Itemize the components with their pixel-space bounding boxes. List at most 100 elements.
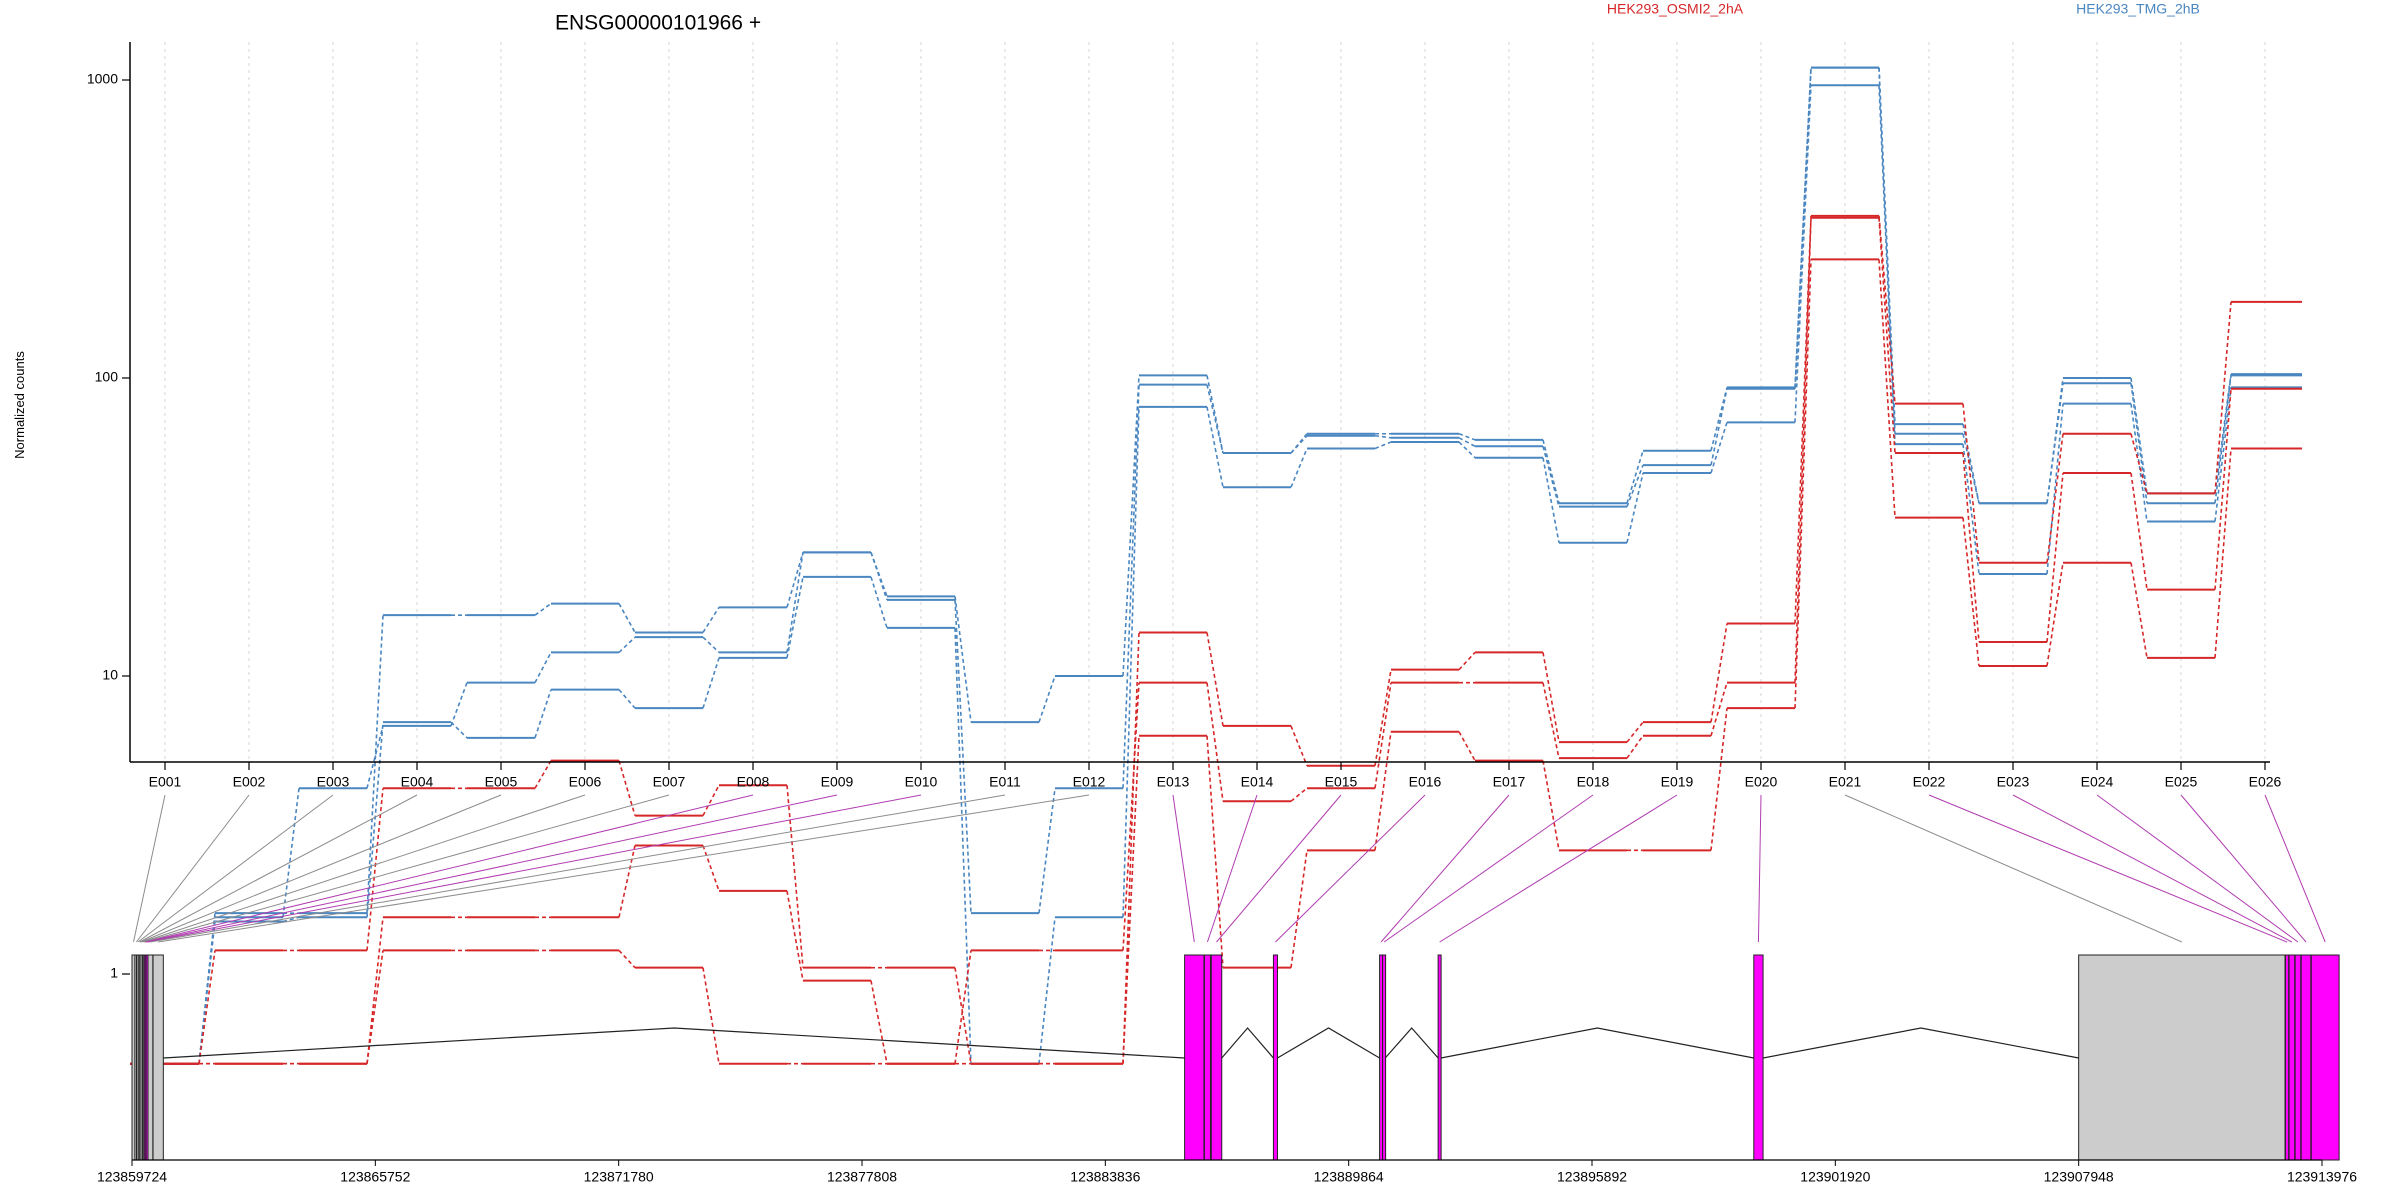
series-connector	[2130, 377, 2148, 494]
series-connector	[1122, 735, 1140, 1064]
exon-box	[1203, 954, 1211, 1161]
series-connector	[1038, 675, 1056, 723]
exon-connector	[143, 794, 670, 943]
series-connector	[618, 689, 636, 709]
exon-connector	[2012, 794, 2293, 943]
series-connector	[1794, 217, 1812, 683]
series-connector	[2046, 562, 2064, 667]
series-connector	[2214, 387, 2232, 522]
series-connector	[1710, 387, 1728, 451]
series-connector	[1794, 215, 1812, 624]
series-connector	[2130, 562, 2148, 659]
series-connector	[1542, 439, 1560, 504]
exon-box	[2288, 954, 2296, 1161]
exon-connector	[142, 794, 586, 943]
genomic-coordinate-axis: 123859724 123865752 123871780 123877808 1238…	[97, 1159, 2357, 1185]
x-tick-label: E018	[1577, 774, 1610, 790]
series-connector	[870, 576, 888, 629]
x-tick-label: E026	[2249, 774, 2282, 790]
series-connector	[1290, 787, 1308, 802]
exon-connector	[1439, 794, 1678, 943]
exon-box	[147, 954, 154, 1161]
coordinate-tick-label: 123877808	[827, 1169, 897, 1185]
chart-title: ENSG00000101966 +	[555, 12, 761, 35]
series-connector	[2046, 383, 2064, 504]
series-connector	[1626, 464, 1644, 507]
series-connector	[1962, 433, 1980, 504]
series-connector	[786, 890, 804, 981]
series-connector	[198, 950, 216, 1064]
series-connector	[1794, 85, 1812, 423]
x-tick-label: E011	[989, 774, 1021, 790]
series-connector	[786, 552, 804, 608]
exon-connector	[1928, 794, 2288, 943]
x-tick-label: E023	[1997, 774, 2030, 790]
series-connector	[366, 950, 384, 1064]
exon-box	[1753, 954, 1764, 1161]
exon-box	[1382, 954, 1387, 1161]
exon-connector	[1844, 794, 2183, 943]
series-connector	[2046, 433, 2064, 563]
series-connector	[870, 552, 888, 601]
exon-box	[2310, 954, 2340, 1161]
series-connector	[786, 785, 804, 968]
series-connector	[954, 599, 972, 914]
series-connector	[1374, 434, 1392, 439]
exon-connector	[150, 794, 1006, 943]
coordinate-tick-label: 123895892	[1557, 1169, 1627, 1185]
series-connector	[1122, 682, 1140, 951]
series-connector	[2214, 375, 2232, 504]
exon-connector	[1206, 794, 1258, 943]
series-connector	[1038, 788, 1056, 914]
x-tick-label: E016	[1409, 774, 1442, 790]
x-ticks: E001 E002 E003 E004 E005 E006 E007 E008 E009 E010…	[149, 762, 2282, 790]
intron-line	[163, 1027, 1185, 1059]
series-connector	[1458, 731, 1476, 762]
series-connector	[1710, 388, 1728, 466]
series-connector	[1626, 721, 1644, 743]
series-connector	[1122, 384, 1140, 789]
exon-connector	[140, 794, 502, 943]
y-tick-label: 100	[95, 369, 119, 385]
exon-connector	[1275, 794, 1426, 943]
x-tick-label: E024	[2081, 774, 2114, 790]
exon-box	[152, 954, 164, 1161]
exon-connector	[137, 794, 334, 943]
coordinate-tick-label: 123889864	[1314, 1169, 1384, 1185]
exon-connector	[133, 794, 166, 943]
coordinate-tick-label: 123859724	[97, 1169, 167, 1185]
x-tick-label: E006	[569, 774, 602, 790]
series-connector	[1962, 444, 1980, 575]
series-connector	[366, 722, 384, 918]
series-connector	[534, 689, 552, 739]
legend-entry-osmi2: HEK293_OSMI2_2hA	[1607, 1, 1744, 17]
series-connector	[702, 657, 720, 709]
series-connector	[2130, 433, 2148, 494]
x-tick-label: E008	[737, 774, 770, 790]
x-tick-label: E009	[821, 774, 854, 790]
exon-box	[2284, 954, 2290, 1161]
series-connector	[1626, 472, 1644, 543]
x-tick-label: E010	[905, 774, 938, 790]
series-connector	[618, 845, 636, 918]
exon-connector	[147, 794, 922, 943]
y-tick-label: 1000	[87, 71, 118, 87]
series-connector	[2214, 448, 2232, 658]
series-connector	[1458, 433, 1476, 441]
series-connector	[1290, 448, 1308, 488]
series-connector	[954, 596, 972, 723]
exon-connector	[2264, 794, 2326, 943]
x-tick-label: E003	[317, 774, 350, 790]
series-connector	[1542, 446, 1560, 507]
x-tick-label: E015	[1325, 774, 1358, 790]
y-tick-label: 10	[102, 667, 118, 683]
series-connector	[870, 980, 888, 1064]
series-connector	[1458, 441, 1476, 459]
gene-model	[131, 954, 2340, 1161]
series-connector	[534, 760, 552, 789]
series-connector	[1710, 422, 1728, 474]
series-connector	[786, 576, 804, 659]
series-connector	[702, 967, 720, 1064]
series-connector	[1962, 452, 1980, 643]
